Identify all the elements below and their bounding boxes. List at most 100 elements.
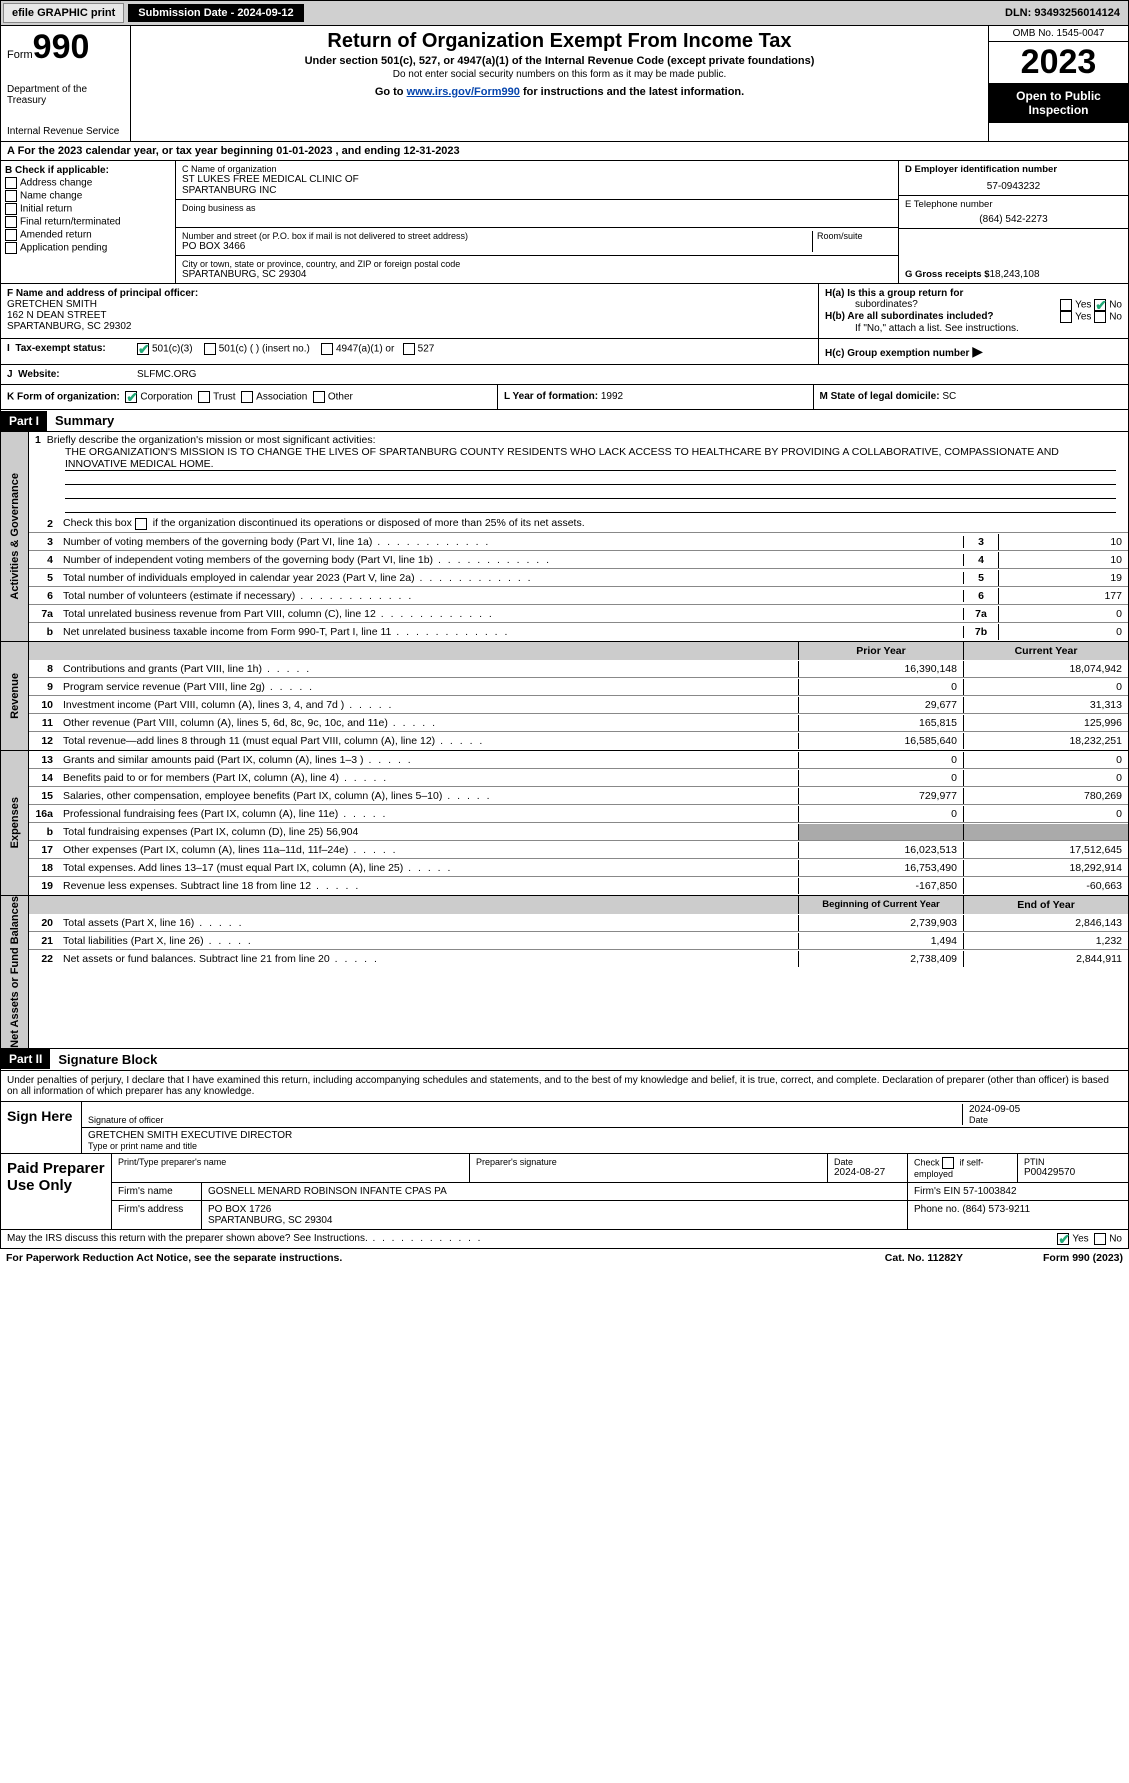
discuss-yes[interactable] xyxy=(1057,1233,1069,1245)
signature-block: Under penalties of perjury, I declare th… xyxy=(0,1071,1129,1230)
mission-label: Briefly describe the organization's miss… xyxy=(47,434,376,446)
omb-number: OMB No. 1545-0047 xyxy=(989,26,1128,42)
gov-line-5: 5Total number of individuals employed in… xyxy=(29,569,1128,587)
gov-line-3: 3Number of voting members of the governi… xyxy=(29,533,1128,551)
chk-name-change[interactable]: Name change xyxy=(5,190,171,202)
goto-line: Go to www.irs.gov/Form990 for instructio… xyxy=(139,86,980,98)
exp-line-17: 17Other expenses (Part IX, column (A), l… xyxy=(29,841,1128,859)
lbl-4947: 4947(a)(1) or xyxy=(336,344,394,355)
opt-amended: Amended return xyxy=(20,230,92,241)
yes-2: Yes xyxy=(1075,312,1091,323)
form-subtitle: Under section 501(c), 527, or 4947(a)(1)… xyxy=(139,55,980,67)
chk-initial[interactable]: Initial return xyxy=(5,203,171,215)
firm-phone: (864) 573-9211 xyxy=(962,1204,1030,1215)
efile-print-button[interactable]: efile GRAPHIC print xyxy=(3,3,124,23)
chk-527[interactable] xyxy=(403,343,415,355)
tax-year: 2023 xyxy=(989,42,1128,83)
exp-line-15: 15Salaries, other compensation, employee… xyxy=(29,787,1128,805)
form-number: 990 xyxy=(33,28,90,66)
chk-other[interactable] xyxy=(313,391,325,403)
officer-label: F Name and address of principal officer: xyxy=(7,288,812,299)
chk-4947[interactable] xyxy=(321,343,333,355)
officer-name: GRETCHEN SMITH xyxy=(7,299,812,310)
rev-line-12: 12Total revenue—add lines 8 through 11 (… xyxy=(29,732,1128,750)
irs-label: Internal Revenue Service xyxy=(7,126,124,137)
chk-501c[interactable] xyxy=(204,343,216,355)
l-value: 1992 xyxy=(601,391,623,402)
ha-no[interactable] xyxy=(1094,299,1106,311)
revenue-section: Revenue Prior YearCurrent Year 8Contribu… xyxy=(0,642,1129,751)
mission-text: THE ORGANIZATION'S MISSION IS TO CHANGE … xyxy=(65,446,1116,471)
firm-addr2: SPARTANBURG, SC 29304 xyxy=(208,1215,901,1226)
chk-assoc[interactable] xyxy=(241,391,253,403)
org-name-label: C Name of organization xyxy=(182,164,892,174)
mission-blank1 xyxy=(65,471,1116,485)
form-title: Return of Organization Exempt From Incom… xyxy=(139,30,980,53)
gov-line-7a: 7aTotal unrelated business revenue from … xyxy=(29,605,1128,623)
chk-corp[interactable] xyxy=(125,391,137,403)
governance-section: Activities & Governance 1 Briefly descri… xyxy=(0,432,1129,642)
line2-text2: if the organization discontinued its ope… xyxy=(150,517,585,529)
chk-501c3[interactable] xyxy=(137,343,149,355)
chk-self-emp[interactable] xyxy=(942,1157,954,1169)
hb-yes[interactable] xyxy=(1060,311,1072,323)
exp-line-14: 14Benefits paid to or for members (Part … xyxy=(29,769,1128,787)
dba-label: Doing business as xyxy=(182,203,892,213)
net-line-22: 22Net assets or fund balances. Subtract … xyxy=(29,950,1128,968)
sig-date1: 2024-09-05 xyxy=(969,1104,1122,1115)
lbl-527: 527 xyxy=(418,344,435,355)
discuss-no[interactable] xyxy=(1094,1233,1106,1245)
chk-discontinued[interactable] xyxy=(135,518,147,530)
sign-here-label: Sign Here xyxy=(1,1102,81,1153)
netassets-section: Net Assets or Fund Balances Beginning of… xyxy=(0,896,1129,1049)
firm-name: GOSNELL MENARD ROBINSON INFANTE CPAS PA xyxy=(202,1183,908,1200)
officer-printed-name: GRETCHEN SMITH EXECUTIVE DIRECTOR xyxy=(88,1130,1122,1141)
firm-ein: 57-1003842 xyxy=(963,1186,1016,1197)
firm-ein-label: Firm's EIN xyxy=(914,1186,960,1197)
part2-title: Signature Block xyxy=(50,1049,165,1070)
m-value: SC xyxy=(942,391,956,402)
footer-year: 2023 xyxy=(1096,1252,1119,1264)
part1-title: Summary xyxy=(47,410,122,431)
website-value: SLFMC.ORG xyxy=(131,365,1128,384)
no-2: No xyxy=(1109,312,1122,323)
phone-value: (864) 542-2273 xyxy=(905,214,1122,225)
chk-address-change[interactable]: Address change xyxy=(5,177,171,189)
hb-label: H(b) Are all subordinates included? xyxy=(825,311,994,323)
mission-blank3 xyxy=(65,499,1116,513)
rev-line-11: 11Other revenue (Part VIII, column (A), … xyxy=(29,714,1128,732)
firm-addr1: PO BOX 1726 xyxy=(208,1204,901,1215)
date-label: Date xyxy=(969,1115,1122,1125)
chk-trust[interactable] xyxy=(198,391,210,403)
ptin-value: P00429570 xyxy=(1024,1167,1122,1178)
chk-amended[interactable]: Amended return xyxy=(5,229,171,241)
col-prior: Prior Year xyxy=(798,642,963,660)
box-b-label: B Check if applicable: xyxy=(5,165,171,176)
chk-pending[interactable]: Application pending xyxy=(5,242,171,254)
irs-link[interactable]: www.irs.gov/Form990 xyxy=(407,86,520,98)
lbl-trust: Trust xyxy=(213,392,235,403)
ptin-label: PTIN xyxy=(1024,1157,1122,1167)
firm-phone-label: Phone no. xyxy=(914,1204,960,1215)
city-label: City or town, state or province, country… xyxy=(182,259,892,269)
k-label: K Form of organization: xyxy=(7,392,120,403)
website-row: J Website: SLFMC.ORG xyxy=(0,365,1129,385)
period-prefix: A For the 2023 calendar year, or tax yea… xyxy=(7,145,276,157)
net-line-20: 20Total assets (Part X, line 16)2,739,90… xyxy=(29,914,1128,932)
period-mid: , and ending xyxy=(336,145,404,157)
goto-suffix: for instructions and the latest informat… xyxy=(520,86,744,98)
lbl-501c3: 501(c)(3) xyxy=(152,344,193,355)
date2-label: Date xyxy=(834,1157,901,1167)
gov-line-b: bNet unrelated business taxable income f… xyxy=(29,623,1128,641)
phone-label: E Telephone number xyxy=(905,199,1122,210)
hb-no[interactable] xyxy=(1094,311,1106,323)
topbar: efile GRAPHIC print Submission Date - 20… xyxy=(0,0,1129,26)
footer-form-no: 990 xyxy=(1072,1252,1090,1264)
mission-blank2 xyxy=(65,485,1116,499)
street-value: PO BOX 3466 xyxy=(182,241,812,252)
tax-status-row: I Tax-exempt status: 501(c)(3) 501(c) ( … xyxy=(0,339,1129,365)
ha-yes[interactable] xyxy=(1060,299,1072,311)
footer: For Paperwork Reduction Act Notice, see … xyxy=(0,1249,1129,1267)
chk-final[interactable]: Final return/terminated xyxy=(5,216,171,228)
cat-no: Cat. No. 11282Y xyxy=(885,1252,963,1264)
